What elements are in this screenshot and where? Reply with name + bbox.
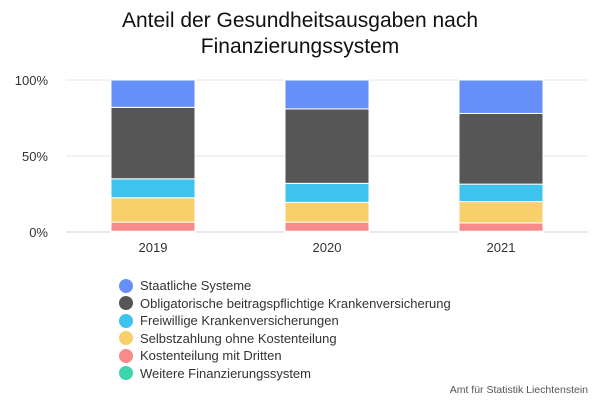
bar-segment [110,221,196,232]
legend-swatch [119,296,133,311]
bar-segment [458,79,544,114]
bar-segment [458,222,544,232]
chart-title-line-2: Finanzierungssystem [200,35,400,58]
legend-label: Freiwillige Krankenversicherungen [140,313,339,329]
y-tick-label: 100% [15,73,49,88]
legend-item[interactable]: Freiwillige Krankenversicherungen [119,312,451,330]
legend-label: Weitere Finanzierungssystem [140,365,311,381]
legend-item[interactable]: Kostenteilung mit Dritten [119,347,451,365]
x-tick-label: 2020 [313,240,342,255]
bar-segment [110,106,196,180]
bar-segment [110,197,196,223]
bar-segment [284,221,370,232]
x-tick-label: 2021 [487,240,516,255]
legend-label: Staatliche Systeme [140,278,252,294]
legend-swatch [119,348,133,363]
legend-item[interactable]: Selbstzahlung ohne Kostenteilung [119,330,451,348]
bar-segment [458,201,544,224]
bar-segment [110,178,196,199]
legend-label: Obligatorische beitragspflichtige Kranke… [140,295,451,311]
chart-title-line-1: Anteil der Gesundheitsausgaben nach [121,9,479,32]
source-credit: Amt für Statistik Liechtenstein [449,384,588,396]
legend-item[interactable]: Weitere Finanzierungssystem [119,365,451,383]
x-axis-tick-labels: 2019 2020 2021 [139,240,516,255]
bar-segment [284,182,370,203]
y-axis-tick-labels: 0% 50% 100% [15,73,49,240]
bar-stacks [110,79,544,233]
bar-segment [458,112,544,185]
legend-item[interactable]: Staatliche Systeme [119,277,451,295]
y-tick-label: 0% [29,225,48,240]
bar-segment [458,183,544,203]
bar-segment [284,201,370,223]
legend-swatch [119,331,133,346]
chart-title: Anteil der Gesundheitsausgaben nach Fina… [0,8,600,60]
bar-segment [110,79,196,108]
chart-legend: Staatliche Systeme Obligatorische beitrag… [119,277,451,382]
x-tick-label: 2019 [139,240,168,255]
legend-label: Selbstzahlung ohne Kostenteilung [140,330,337,346]
bar-segment [284,79,370,110]
legend-swatch [119,278,133,293]
y-tick-label: 50% [22,149,48,164]
legend-item[interactable]: Obligatorische beitragspflichtige Kranke… [119,295,451,313]
bar-segment [284,108,370,184]
legend-swatch [119,366,133,381]
legend-swatch [119,313,133,328]
legend-label: Kostenteilung mit Dritten [140,348,282,364]
